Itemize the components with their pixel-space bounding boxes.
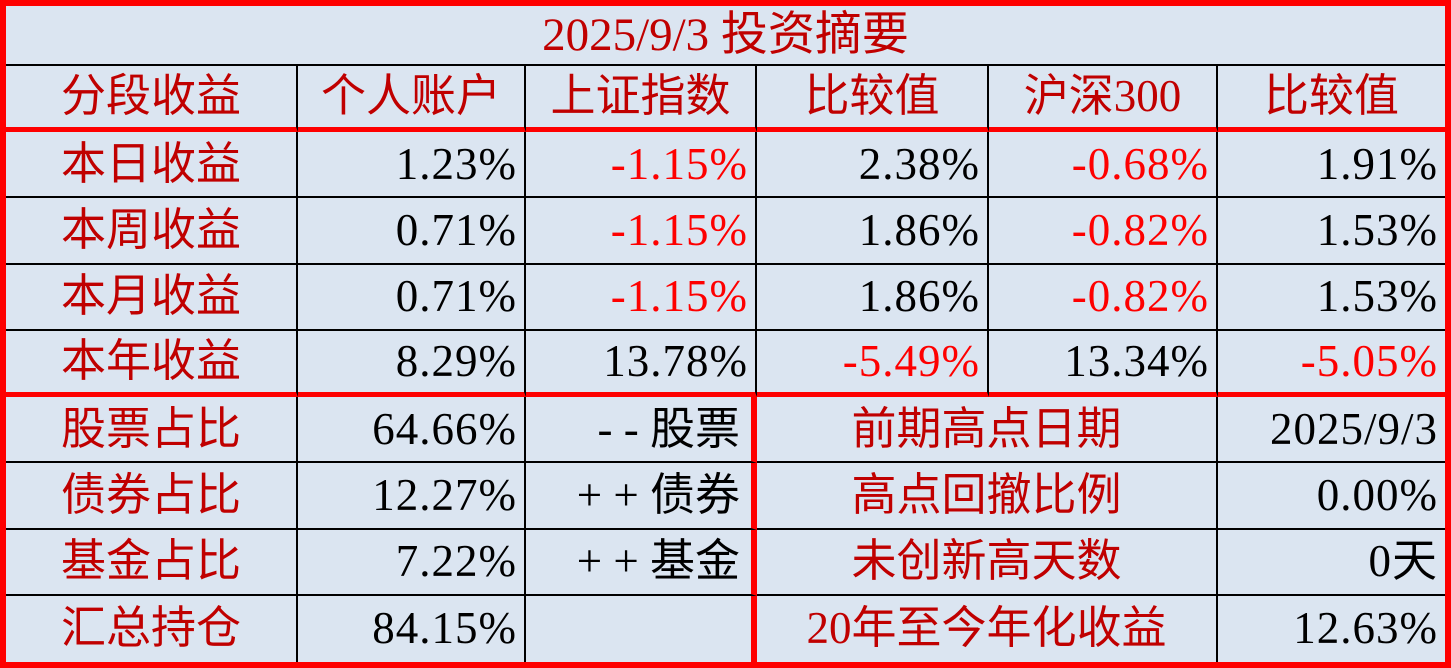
value-cell: 13.34% xyxy=(989,330,1218,397)
row-label-fund-allocation: 基金占比 xyxy=(6,529,298,596)
row-label-yearly-return: 本年收益 xyxy=(6,330,298,397)
row-label-bond-allocation: 债券占比 xyxy=(6,463,298,530)
stat-value-prior-high-date: 2025/9/3 xyxy=(1218,397,1445,464)
value-cell: -1.15% xyxy=(526,198,757,265)
stat-label-prior-high-date: 前期高点日期 xyxy=(757,397,1218,464)
header-comparison-1: 比较值 xyxy=(757,66,989,132)
value-cell: 84.15% xyxy=(298,595,526,662)
value-cell: 1.23% xyxy=(298,132,526,199)
row-label-monthly-return: 本月收益 xyxy=(6,264,298,331)
stat-label-annualized-return-since-2020: 20年至今年化收益 xyxy=(757,595,1218,662)
header-personal-account: 个人账户 xyxy=(298,66,526,132)
header-csi300: 沪深300 xyxy=(989,66,1218,132)
stat-label-drawdown-from-high: 高点回撤比例 xyxy=(757,463,1218,530)
value-cell: 0.71% xyxy=(298,198,526,265)
stat-value-annualized-return-since-2020: 12.63% xyxy=(1293,603,1438,654)
header-sse-index: 上证指数 xyxy=(526,66,757,132)
header-segment-return: 分段收益 xyxy=(6,66,298,132)
value-cell: 0.71% xyxy=(298,264,526,331)
action-note-stock: - - 股票 xyxy=(526,397,757,464)
value-cell: 8.29% xyxy=(298,330,526,397)
value-cell: -1.15% xyxy=(526,132,757,199)
value-cell: -5.05% xyxy=(1218,331,1445,397)
value-cell: 64.66% xyxy=(298,397,526,464)
value-cell: 12.27% xyxy=(298,463,526,530)
empty-note-cell xyxy=(526,595,757,662)
row-label-weekly-return: 本周收益 xyxy=(6,198,298,265)
value-cell: -0.82% xyxy=(989,264,1218,331)
action-note-bond: + + 债券 xyxy=(526,463,757,530)
value-cell: 13.78% xyxy=(526,330,757,397)
row-label-stock-allocation: 股票占比 xyxy=(6,397,298,464)
value-cell: -0.82% xyxy=(989,198,1218,265)
value-cell: 1.91% xyxy=(1218,132,1445,199)
action-note-fund: + + 基金 xyxy=(526,529,757,596)
stat-value-days-without-new-high: 0天 xyxy=(1218,530,1445,596)
row-label-total-position: 汇总持仓 xyxy=(6,595,298,662)
value-cell: 1.53% xyxy=(1218,198,1445,265)
value-cell: 2.38% xyxy=(757,132,989,199)
value-cell: -1.15% xyxy=(526,264,757,331)
value-cell: -5.49% xyxy=(757,330,989,397)
table-title: 2025/9/3 投资摘要 xyxy=(6,6,1445,66)
header-comparison-2: 比较值 xyxy=(1218,66,1445,132)
value-cell: 1.86% xyxy=(757,198,989,265)
value-cell: 7.22% xyxy=(298,529,526,596)
stat-value-drawdown-from-high: 0.00% xyxy=(1218,463,1445,530)
stat-label-days-without-new-high: 未创新高天数 xyxy=(757,529,1218,596)
value-cell: 1.86% xyxy=(757,264,989,331)
value-cell: 1.53% xyxy=(1218,265,1445,331)
row-label-daily-return: 本日收益 xyxy=(6,132,298,199)
value-cell: -0.68% xyxy=(989,132,1218,199)
